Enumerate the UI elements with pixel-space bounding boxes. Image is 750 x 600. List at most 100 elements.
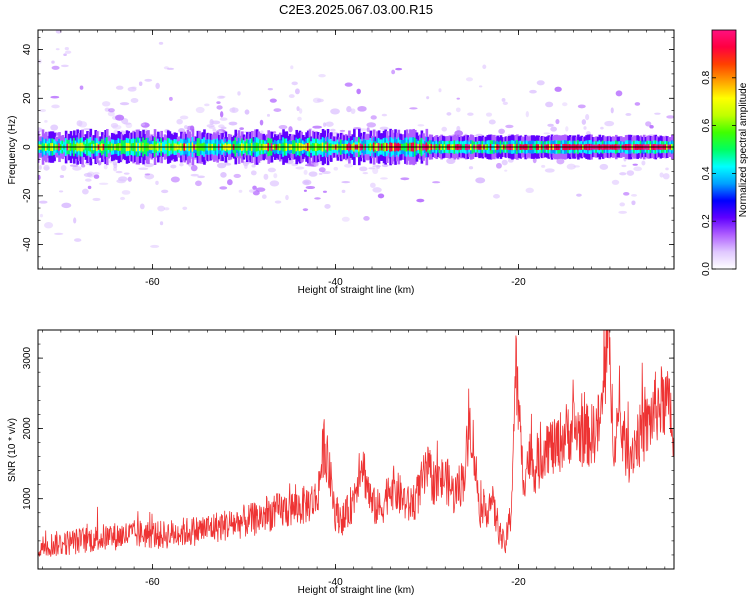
spectrogram-speckle (356, 88, 361, 95)
spectrogram-speckle (502, 101, 508, 105)
spectrogram-speckle (269, 98, 277, 103)
spectrogram-speckle (632, 163, 638, 166)
spectrogram-speckle (81, 164, 86, 168)
spectrogram-speckle (302, 208, 309, 212)
spectrogram-speckle (350, 108, 356, 114)
x-tick-label: -40 (328, 277, 343, 288)
spectrogram-speckle (216, 101, 221, 104)
spectrogram-speckle (144, 173, 151, 176)
snr-series-line (38, 330, 674, 557)
spectrogram-speckle (155, 82, 160, 90)
spectrogram-speckle (438, 88, 442, 93)
spectrogram-speckle (324, 203, 331, 209)
spectrogram-speckle (244, 164, 248, 169)
spectrogram-speckle (38, 200, 48, 204)
spectrogram-speckle (312, 125, 322, 129)
spectrogram-speckle (64, 50, 72, 54)
spectrogram-speckle (353, 127, 362, 130)
spectrogram-speckle (248, 189, 255, 193)
spectrogram-speckle (130, 98, 139, 103)
spectrogram-speckle (131, 86, 137, 89)
colorbar-tick-label: 0.0 (701, 262, 712, 276)
spectrogram-speckle (565, 126, 569, 132)
spectrogram-speckle (507, 158, 514, 163)
spectrogram-speckle (581, 119, 587, 125)
spectrogram-speckle (108, 108, 115, 113)
spectrogram-speckle (155, 180, 159, 185)
spectrogram-speckle (69, 164, 79, 167)
snr-y-ticks: 1000 2000 3000 (22, 329, 674, 570)
spectrogram-speckle (218, 124, 225, 129)
spectrogram-speckle (302, 179, 312, 186)
spectrogram-speckle (556, 158, 565, 165)
spectrogram-speckle (357, 105, 367, 112)
spectrogram-speckle (467, 112, 474, 116)
spectrogram-speckle (212, 128, 217, 132)
spectrogram-speckle (178, 128, 185, 134)
spectrogram-speckle (60, 165, 67, 172)
spectrogram-speckle (195, 106, 205, 114)
spectrogram-speckle (208, 126, 216, 129)
colorbar-tick-label: 0.2 (701, 214, 712, 228)
spectrogram-speckle (219, 186, 228, 190)
spectrogram-speckle (255, 187, 266, 192)
colorbar-tick-label: 0.4 (701, 166, 712, 180)
spectrogram-speckle (121, 190, 131, 195)
spectrogram-speckle (237, 91, 241, 96)
spectrogram-speckle (144, 173, 155, 180)
spectrogram-speckle (666, 115, 674, 119)
spectrogram-speckle (38, 127, 43, 132)
spectrogram-speckle (409, 107, 418, 110)
spectrogram-speckle (391, 69, 396, 75)
spectrogram-speckle (163, 207, 170, 211)
spectrogram-speckle (82, 188, 89, 195)
spectrogram-speckle (38, 174, 41, 180)
spectrogram-y-label: Frequency (Hz) (7, 116, 18, 185)
spectrogram-speckle (543, 132, 551, 135)
spectrogram-speckle (83, 172, 93, 177)
y-tick-label: 0 (22, 144, 33, 150)
spectrogram-speckle (110, 122, 119, 128)
spectrogram-speckle (372, 164, 382, 168)
spectrogram-speckle (63, 53, 67, 57)
x-tick-label: -60 (145, 277, 160, 288)
snr-panel: -60 -40 -20 1000 2000 3000 Height of straigh… (7, 329, 675, 596)
spectrogram-speckle (120, 196, 126, 201)
spectrogram-speckle (39, 213, 44, 218)
spectrogram-speckle (87, 185, 92, 190)
spectrogram-speckle (206, 124, 215, 128)
spectrogram-speckle (92, 197, 101, 202)
spectrogram-speckle (536, 80, 545, 86)
spectrogram-speckle (64, 47, 69, 51)
spectrogram-speckle (190, 173, 199, 177)
spectrogram-speckle (316, 98, 324, 103)
spectrogram-speckle (659, 172, 664, 178)
spectrogram-speckle (179, 162, 184, 167)
spectrogram-speckle (630, 193, 638, 197)
spectrogram-speckle (195, 180, 202, 187)
spectrogram-speckle (455, 107, 461, 113)
y-tick-label: -20 (22, 188, 33, 203)
spectrogram-speckle (554, 86, 562, 92)
spectrogram-speckle (468, 166, 474, 170)
spectrogram-y-ticks: -40 -20 0 20 40 (22, 37, 674, 270)
spectrogram-speckle (325, 121, 334, 127)
spectrogram-speckle (625, 113, 632, 116)
spectrogram-speckle (115, 114, 125, 121)
spectrogram-speckle (219, 117, 228, 121)
spectrogram-panel: -60 -40 -20 -40 -20 0 20 40 Height of straight… (7, 29, 675, 296)
spectrogram-speckle (315, 161, 319, 167)
spectrogram-speckle (119, 102, 130, 106)
spectrogram-speckle (218, 95, 226, 98)
spectrogram-speckle (44, 119, 48, 123)
spectrogram-speckle (634, 102, 641, 106)
x-tick-label: -40 (328, 577, 343, 588)
spectrogram-speckle (662, 173, 670, 180)
spectrogram-speckle (140, 123, 145, 126)
spectrogram-speckle (525, 187, 534, 194)
spectrogram-speckle (550, 126, 557, 132)
spectrogram-speckle (138, 81, 143, 86)
figure-title: C2E3.2025.067.03.00.R15 (279, 2, 433, 17)
spectrogram-speckle (273, 108, 282, 112)
